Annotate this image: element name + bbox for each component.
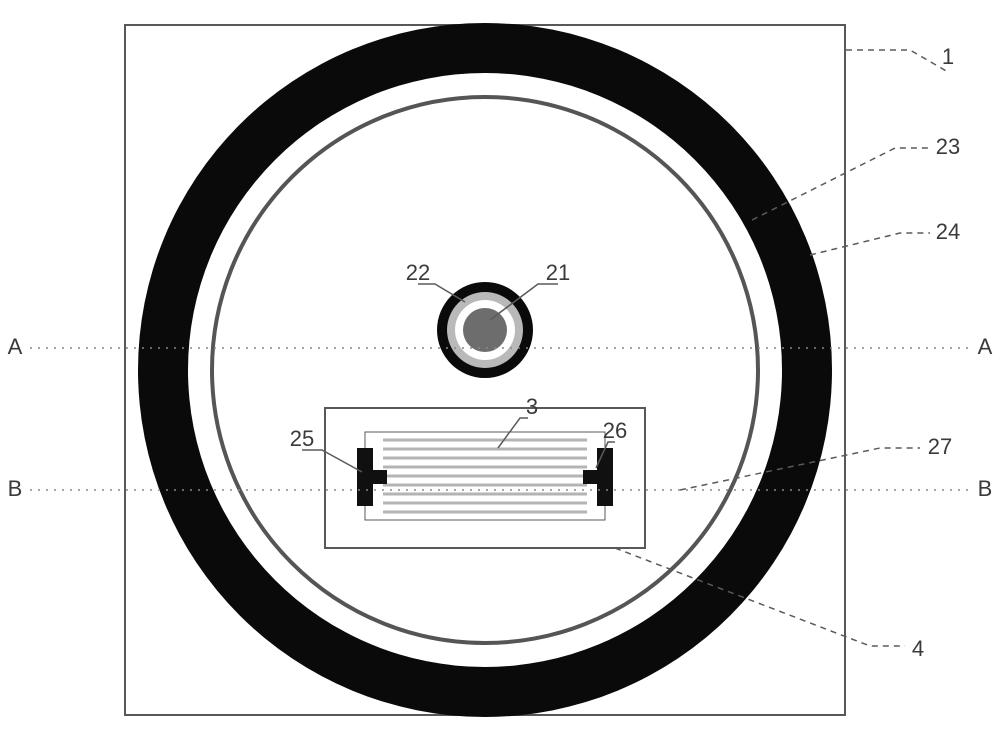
center-dot: [463, 308, 507, 352]
contact-right-stub: [583, 470, 597, 484]
section-label-A-right: A: [978, 334, 993, 359]
callout-label-24: 24: [936, 219, 960, 244]
leader-24: [810, 233, 930, 255]
section-label-B-left: B: [8, 476, 23, 501]
contact-left-stub: [373, 470, 387, 484]
section-label-A-left: A: [8, 334, 23, 359]
callout-label-26: 26: [603, 418, 627, 443]
callout-label-27: 27: [928, 434, 952, 459]
callout-label-21: 21: [546, 260, 570, 285]
callout-label-1: 1: [942, 44, 954, 69]
leader-1: [846, 50, 948, 72]
callout-label-23: 23: [936, 134, 960, 159]
contact-right-bar: [597, 448, 613, 506]
callout-label-25: 25: [290, 426, 314, 451]
section-label-B-right: B: [978, 476, 993, 501]
callout-label-4: 4: [912, 636, 924, 661]
callout-label-3: 3: [526, 394, 538, 419]
callout-label-22: 22: [406, 260, 430, 285]
contact-left-bar: [357, 448, 373, 506]
